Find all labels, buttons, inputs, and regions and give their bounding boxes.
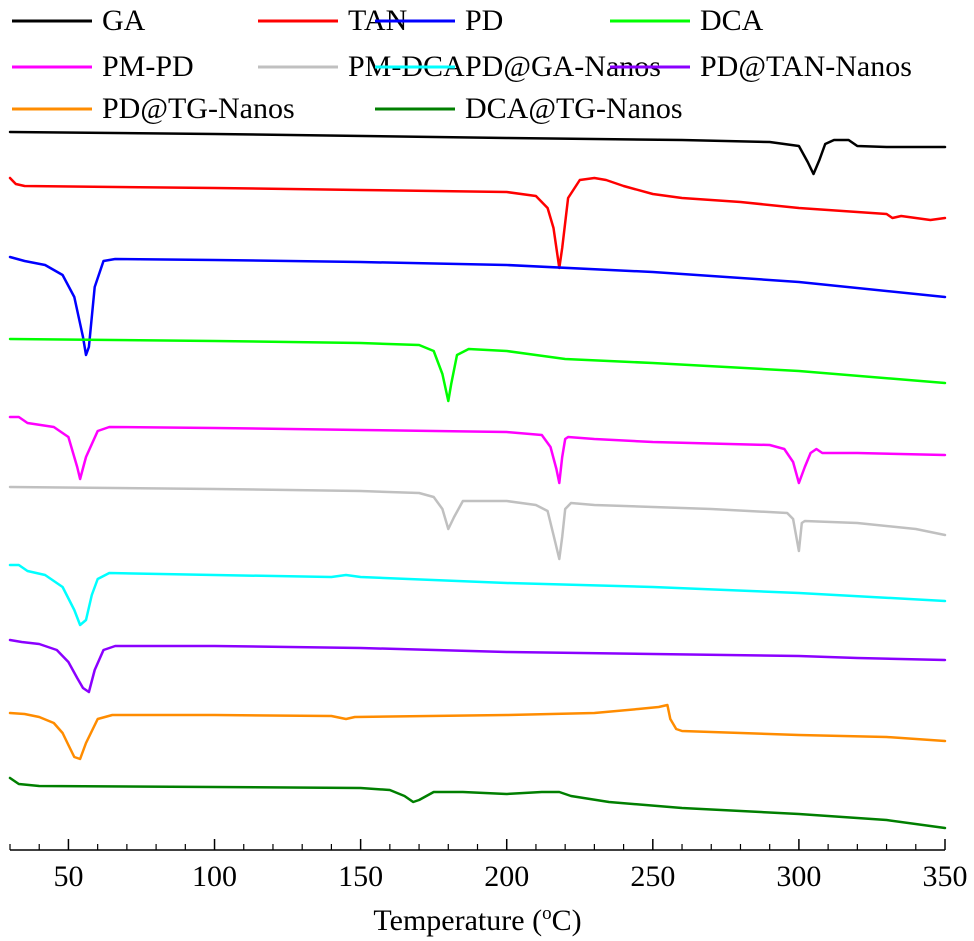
x-axis-title: Temperature (oC) — [373, 903, 581, 937]
legend-label-dca-tg-nanos: DCA@TG-Nanos — [465, 92, 683, 125]
x-tick-label: 300 — [776, 860, 821, 893]
series-line-pd-ga-nanos — [8, 563, 947, 627]
legend-label-dca: DCA — [700, 4, 764, 37]
x-tick-label: 100 — [192, 860, 237, 893]
series-line-dca-tg-nanos — [8, 776, 947, 830]
x-tick-label: 250 — [630, 860, 675, 893]
x-tick-label: 150 — [338, 860, 383, 893]
series-line-pd — [8, 255, 947, 357]
series-line-pd-tan-nanos — [8, 638, 947, 694]
series-line-pm-pd — [8, 415, 947, 485]
legend-label-ga: GA — [102, 4, 146, 37]
x-tick-label: 200 — [484, 860, 529, 893]
legend-label-pd-tan-nanos: PD@TAN-Nanos — [700, 50, 912, 83]
series-line-pd-tg-nanos — [8, 703, 947, 761]
plot-area — [8, 130, 947, 830]
series-line-pm-dca — [8, 485, 947, 561]
x-axis: 50 100 150 200 250 300 350 Temperature (oC) — [9, 839, 968, 937]
series-line-ga — [8, 130, 947, 176]
x-tick-label: 350 — [923, 860, 968, 893]
legend-label-pd-tg-nanos: PD@TG-Nanos — [102, 92, 295, 125]
series-line-tan — [8, 176, 947, 270]
legend-label-pd: PD — [465, 4, 503, 37]
legend-label-pm-pd: PM-PD — [102, 50, 194, 83]
series-line-dca — [8, 337, 947, 403]
x-tick-label: 50 — [53, 860, 83, 893]
